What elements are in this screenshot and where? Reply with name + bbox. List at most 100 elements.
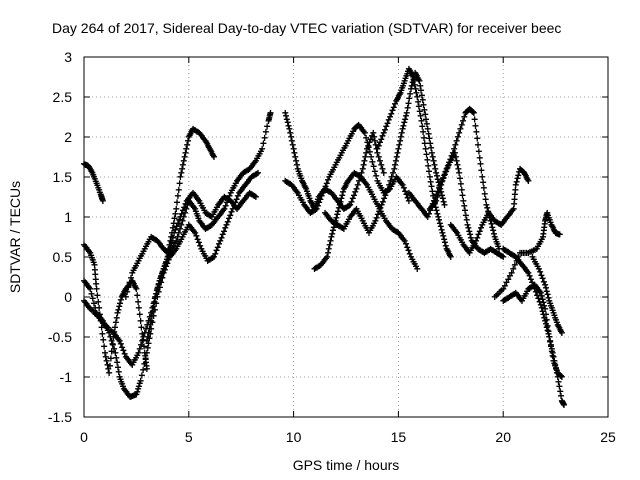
data-point: + [155, 277, 162, 291]
data-point: + [510, 248, 517, 262]
data-point: + [503, 276, 510, 290]
data-point: + [109, 338, 116, 352]
data-point: + [392, 154, 399, 168]
data-point: + [240, 166, 247, 180]
data-point: + [420, 205, 427, 219]
data-point: + [554, 227, 561, 241]
data-point: + [142, 352, 149, 366]
data-point: + [353, 168, 360, 182]
data-point: + [475, 144, 482, 158]
data-point: + [386, 219, 393, 233]
data-point: + [463, 213, 470, 227]
data-point: + [127, 276, 134, 290]
data-point: + [93, 306, 100, 320]
data-point: + [314, 192, 321, 206]
data-point: + [418, 202, 425, 216]
data-point: + [491, 244, 498, 258]
data-point: + [351, 166, 358, 180]
data-point: + [506, 290, 513, 304]
data-point: + [426, 170, 433, 184]
data-point: + [558, 369, 565, 383]
data-point: + [420, 98, 427, 112]
data-point: + [484, 208, 491, 222]
data-point: + [447, 152, 454, 166]
data-point: + [311, 262, 318, 276]
data-point: + [505, 245, 512, 259]
data-point: + [246, 173, 253, 187]
data-point: + [153, 233, 160, 247]
data-point: + [322, 180, 329, 194]
series-arc-1: ++++++++++++++++++++++++++ [80, 157, 106, 208]
data-point: + [392, 224, 399, 238]
data-point: + [116, 370, 123, 384]
data-point: + [552, 311, 559, 325]
data-point: + [100, 333, 107, 347]
data-point: + [193, 229, 200, 243]
data-point: + [559, 395, 566, 409]
data-point: + [541, 220, 548, 234]
data-point: + [210, 208, 217, 222]
data-point: + [431, 194, 438, 208]
data-point: + [555, 320, 562, 334]
data-point: + [546, 294, 553, 308]
data-point: + [515, 289, 522, 303]
y-tick-label: 2 [64, 129, 72, 145]
data-point: + [192, 204, 199, 218]
data-point: + [395, 89, 402, 103]
data-point: + [186, 128, 193, 142]
data-point: + [108, 324, 115, 338]
data-point: + [122, 284, 129, 298]
data-point: + [222, 221, 229, 235]
data-point: + [501, 293, 508, 307]
data-point: + [371, 216, 378, 230]
data-point: + [439, 226, 446, 240]
data-point: + [158, 269, 165, 283]
data-point: + [158, 239, 165, 253]
data-point: + [148, 230, 155, 244]
data-point: + [548, 301, 555, 315]
data-point: + [163, 255, 170, 269]
data-point: + [344, 176, 351, 190]
data-point: + [133, 282, 140, 296]
data-point: + [318, 189, 325, 203]
data-point: + [210, 216, 217, 230]
data-point: + [441, 198, 448, 212]
data-point: + [185, 194, 192, 208]
data-point: + [254, 152, 261, 166]
data-point: + [431, 197, 438, 211]
data-point: + [359, 214, 366, 228]
data-point: + [82, 276, 89, 290]
data-point: + [335, 219, 342, 233]
data-point: + [134, 385, 141, 399]
data-point: + [194, 232, 201, 246]
data-point: + [84, 243, 91, 257]
data-point: + [237, 197, 244, 211]
data-point: + [492, 232, 499, 246]
data-point: + [533, 257, 540, 271]
data-point: + [363, 131, 370, 145]
data-point: + [107, 330, 114, 344]
data-point: + [430, 189, 437, 203]
data-point: + [167, 240, 174, 254]
data-point: + [478, 164, 485, 178]
data-point: + [434, 190, 441, 204]
data-point: + [82, 158, 89, 172]
data-point: + [560, 397, 567, 411]
data-point: + [192, 124, 199, 138]
data-point: + [88, 251, 95, 265]
data-point: + [552, 226, 559, 240]
data-point: + [103, 320, 110, 334]
data-point: + [412, 68, 419, 82]
data-point: + [163, 260, 170, 274]
data-point: + [100, 316, 107, 330]
data-point: + [140, 244, 147, 258]
data-point: + [194, 209, 201, 223]
x-tick-label: 10 [286, 429, 302, 445]
data-point: + [394, 146, 401, 160]
data-point: + [446, 248, 453, 262]
data-point: + [539, 272, 546, 286]
data-point: + [293, 154, 300, 168]
data-point: + [512, 178, 519, 192]
data-point: + [364, 224, 371, 238]
data-point: + [381, 123, 388, 137]
